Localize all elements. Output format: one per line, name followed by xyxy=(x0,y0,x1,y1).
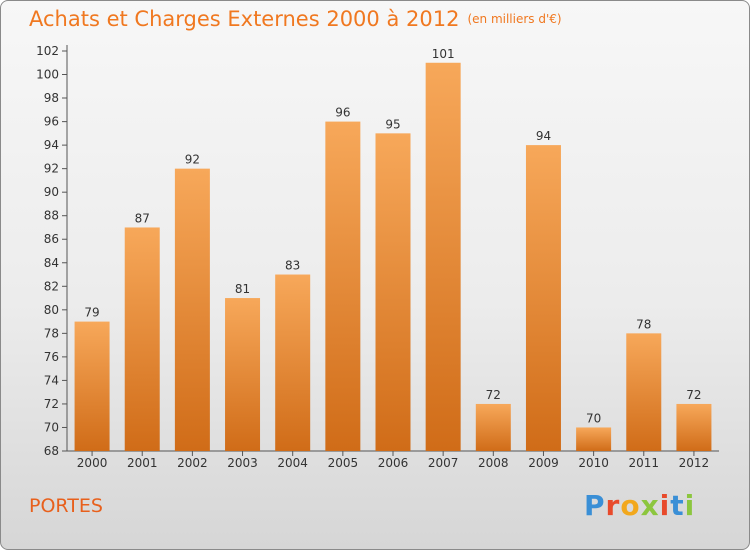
data-label: 96 xyxy=(335,106,350,120)
bar xyxy=(626,333,662,451)
x-tick-label: 2009 xyxy=(528,456,559,470)
y-tick-label: 80 xyxy=(44,303,59,317)
data-label: 81 xyxy=(235,282,250,296)
bar xyxy=(225,298,261,451)
logo-letter: o xyxy=(620,489,641,522)
logo-letter: i xyxy=(684,489,696,522)
logo-letter: t xyxy=(670,489,685,522)
y-tick-label: 82 xyxy=(44,279,59,293)
y-tick-label: 92 xyxy=(44,162,59,176)
x-tick-label: 2005 xyxy=(328,456,359,470)
x-tick-label: 2000 xyxy=(77,456,108,470)
bar xyxy=(425,62,461,451)
x-tick-label: 2010 xyxy=(578,456,609,470)
data-label: 101 xyxy=(432,47,455,61)
bar xyxy=(325,121,361,452)
y-tick-label: 100 xyxy=(36,68,59,82)
bars: 79 87 92 81 83 96 95 101 72 94 70 78 72 xyxy=(74,47,712,452)
data-label: 78 xyxy=(636,317,651,331)
y-tick-label: 86 xyxy=(44,232,59,246)
x-tick-label: 2002 xyxy=(177,456,208,470)
data-label: 70 xyxy=(586,411,601,425)
y-tick-label: 98 xyxy=(44,91,59,105)
y-tick-label: 72 xyxy=(44,397,59,411)
bar xyxy=(375,133,411,451)
bar xyxy=(275,274,311,451)
x-tick-label: 2007 xyxy=(428,456,459,470)
y-tick-label: 84 xyxy=(44,256,59,270)
y-tick-label: 78 xyxy=(44,326,59,340)
chart-unit: (en milliers d'€) xyxy=(467,12,562,26)
y-tick-label: 90 xyxy=(44,185,59,199)
data-label: 95 xyxy=(385,117,400,131)
x-tick-label: 2003 xyxy=(227,456,258,470)
x-tick-label: 2012 xyxy=(679,456,710,470)
x-axis: 2000 2001 2002 2003 2004 2005 2006 2007 2008 2009… xyxy=(67,450,719,470)
bar xyxy=(475,403,511,451)
commune-name: PORTES xyxy=(29,495,103,517)
bar xyxy=(576,427,612,451)
y-tick-label: 70 xyxy=(44,420,59,434)
bar xyxy=(174,168,210,451)
data-label: 94 xyxy=(536,129,551,143)
data-label: 92 xyxy=(185,153,200,167)
bar xyxy=(124,227,160,451)
chart-title: Achats et Charges Externes 2000 à 2012 (e… xyxy=(29,7,562,31)
y-tick-label: 74 xyxy=(44,373,59,387)
logo-letter: x xyxy=(640,489,660,522)
data-label: 72 xyxy=(486,388,501,402)
x-tick-label: 2004 xyxy=(277,456,308,470)
data-label: 79 xyxy=(84,306,99,320)
data-label: 72 xyxy=(686,388,701,402)
y-tick-label: 96 xyxy=(44,115,59,129)
bar xyxy=(676,403,712,451)
logo-letter: P xyxy=(584,489,606,522)
data-label: 83 xyxy=(285,259,300,273)
y-tick-label: 68 xyxy=(44,444,59,458)
bar xyxy=(525,145,561,451)
data-label: 87 xyxy=(135,211,150,225)
y-tick-label: 76 xyxy=(44,350,59,364)
x-tick-label: 2011 xyxy=(628,456,659,470)
logo-letter: i xyxy=(659,489,671,522)
x-tick-label: 2008 xyxy=(478,456,509,470)
y-tick-label: 88 xyxy=(44,209,59,223)
y-tick-label: 102 xyxy=(36,44,59,58)
x-tick-label: 2001 xyxy=(127,456,158,470)
x-tick-label: 2006 xyxy=(378,456,409,470)
bar xyxy=(74,321,110,451)
y-axis: 68 70 72 74 76 78 80 82 84 86 88 90 92 94 96 98 100 102 xyxy=(36,44,68,458)
proxiti-logo: Proxiti xyxy=(584,489,695,522)
y-tick-label: 94 xyxy=(44,138,59,152)
logo-letter: r xyxy=(605,489,621,522)
